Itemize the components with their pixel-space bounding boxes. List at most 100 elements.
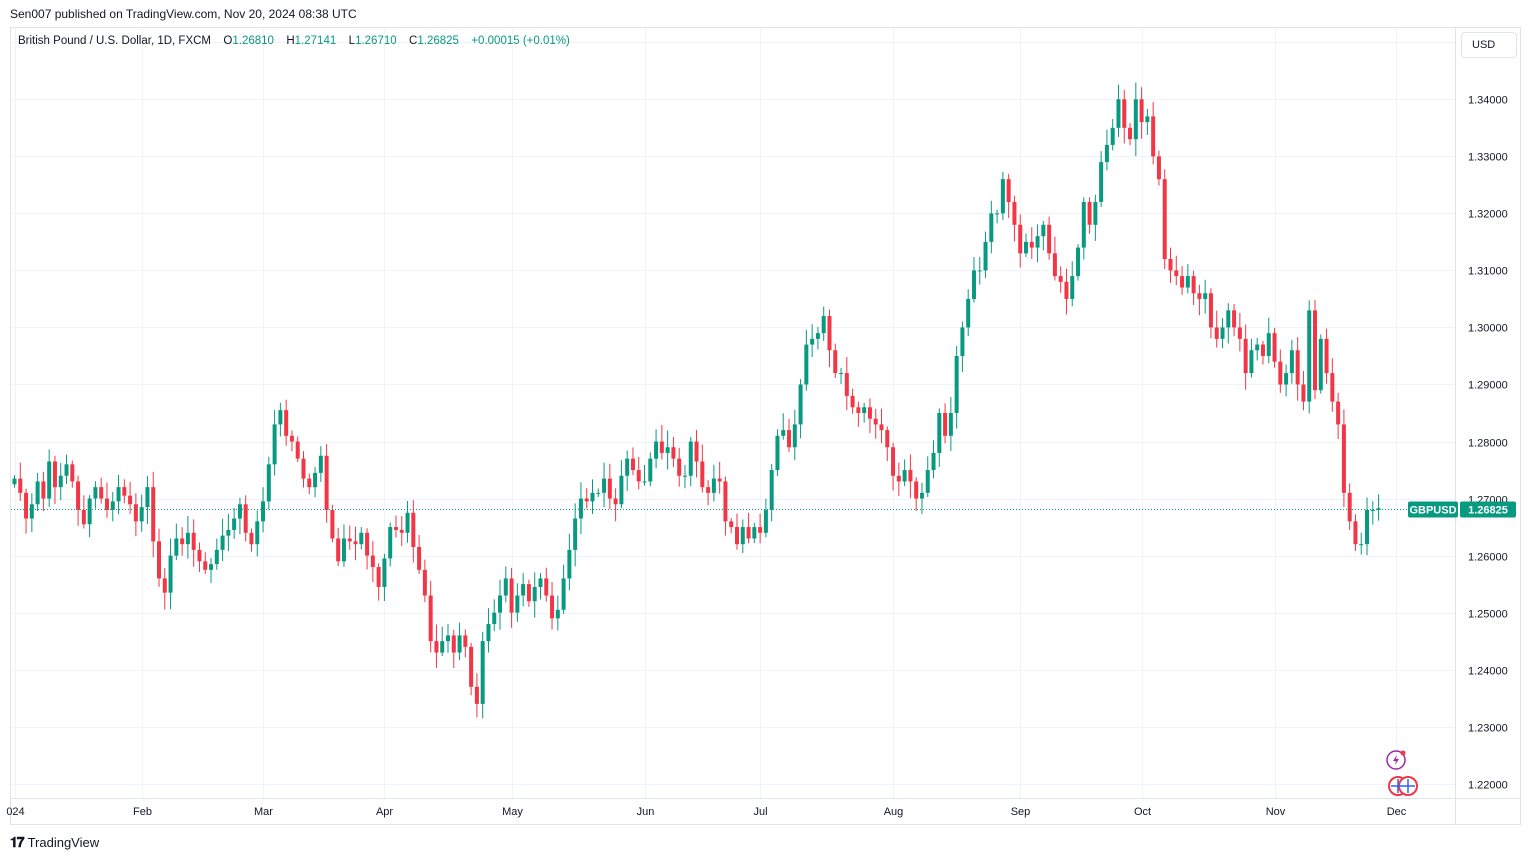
candle[interactable]	[128, 481, 133, 514]
candle[interactable]	[87, 495, 92, 538]
candle[interactable]	[1370, 501, 1375, 525]
candle[interactable]	[209, 557, 214, 583]
candle[interactable]	[174, 523, 179, 561]
candle[interactable]	[931, 440, 936, 479]
candle[interactable]	[827, 309, 832, 368]
candle[interactable]	[1156, 150, 1161, 186]
candle[interactable]	[133, 493, 138, 537]
candle[interactable]	[168, 538, 173, 610]
currency-flags-icon[interactable]	[1388, 776, 1418, 796]
candle[interactable]	[451, 629, 456, 669]
candle[interactable]	[983, 231, 988, 278]
candle[interactable]	[336, 527, 341, 567]
candle[interactable]	[844, 357, 849, 411]
candle[interactable]	[41, 471, 46, 512]
candle[interactable]	[145, 475, 150, 525]
candle[interactable]	[879, 408, 884, 444]
candle[interactable]	[937, 408, 942, 467]
candle[interactable]	[35, 472, 40, 512]
candle[interactable]	[729, 517, 734, 534]
candle[interactable]	[47, 449, 52, 507]
candle[interactable]	[526, 579, 531, 607]
candle[interactable]	[694, 429, 699, 478]
candle[interactable]	[717, 461, 722, 494]
candle[interactable]	[578, 482, 583, 535]
candle[interactable]	[1307, 300, 1312, 414]
candle[interactable]	[544, 567, 549, 602]
candle[interactable]	[839, 367, 844, 384]
candle[interactable]	[521, 573, 526, 607]
candle[interactable]	[555, 595, 560, 631]
candle[interactable]	[411, 500, 416, 563]
candle[interactable]	[353, 526, 358, 561]
candle[interactable]	[1128, 123, 1133, 146]
candle[interactable]	[752, 522, 757, 544]
candle[interactable]	[382, 553, 387, 602]
candle[interactable]	[122, 479, 127, 504]
candle[interactable]	[665, 430, 670, 470]
candle[interactable]	[1226, 303, 1231, 344]
candle[interactable]	[434, 624, 439, 668]
candle[interactable]	[492, 599, 497, 632]
candle[interactable]	[393, 515, 398, 538]
candle[interactable]	[1359, 532, 1364, 555]
candle[interactable]	[81, 495, 86, 529]
candle[interactable]	[1041, 220, 1046, 251]
candle[interactable]	[64, 454, 69, 485]
footer-brand[interactable]: 𝟏𝟕 TradingView	[10, 834, 99, 851]
candle[interactable]	[99, 477, 104, 504]
candle[interactable]	[659, 425, 664, 460]
candle[interactable]	[515, 583, 520, 622]
candle[interactable]	[509, 567, 514, 628]
candle[interactable]	[249, 528, 254, 552]
candle[interactable]	[642, 465, 647, 486]
candle[interactable]	[1336, 392, 1341, 440]
candle[interactable]	[862, 402, 867, 423]
candle[interactable]	[966, 289, 971, 337]
candle[interactable]	[873, 408, 878, 439]
candle[interactable]	[1110, 119, 1115, 151]
candle[interactable]	[833, 343, 838, 378]
candle[interactable]	[815, 327, 820, 350]
candle[interactable]	[480, 631, 485, 719]
candle[interactable]	[584, 488, 589, 509]
candle[interactable]	[682, 465, 687, 489]
candle[interactable]	[550, 582, 555, 630]
candle[interactable]	[856, 401, 861, 427]
candle[interactable]	[602, 462, 607, 507]
candle[interactable]	[1104, 129, 1109, 171]
candle[interactable]	[1243, 324, 1248, 390]
candle[interactable]	[867, 398, 872, 434]
candle[interactable]	[1139, 87, 1144, 139]
candle[interactable]	[1162, 169, 1167, 270]
candle[interactable]	[359, 527, 364, 550]
candle[interactable]	[440, 626, 445, 657]
candle[interactable]	[977, 256, 982, 285]
candle[interactable]	[1260, 341, 1265, 365]
candle[interactable]	[446, 623, 450, 653]
candle[interactable]	[428, 580, 433, 653]
candle[interactable]	[110, 492, 115, 522]
candle[interactable]	[925, 456, 930, 498]
candle[interactable]	[1133, 82, 1138, 157]
candle[interactable]	[255, 510, 260, 557]
candle[interactable]	[272, 410, 277, 476]
candle[interactable]	[1203, 279, 1208, 314]
candle[interactable]	[1255, 338, 1260, 361]
candle[interactable]	[625, 450, 630, 491]
candle[interactable]	[12, 475, 17, 488]
candle[interactable]	[139, 494, 144, 532]
candle[interactable]	[919, 482, 924, 514]
candle[interactable]	[1208, 288, 1213, 339]
candle[interactable]	[399, 516, 404, 547]
candle[interactable]	[278, 402, 283, 437]
candle[interactable]	[52, 455, 57, 505]
candle[interactable]	[417, 534, 422, 575]
candle[interactable]	[1180, 266, 1185, 295]
candle[interactable]	[688, 436, 693, 487]
candle[interactable]	[648, 452, 653, 487]
candle[interactable]	[1081, 197, 1086, 260]
candle[interactable]	[1035, 224, 1040, 263]
candle[interactable]	[943, 403, 948, 444]
flash-icon[interactable]	[1386, 750, 1406, 770]
